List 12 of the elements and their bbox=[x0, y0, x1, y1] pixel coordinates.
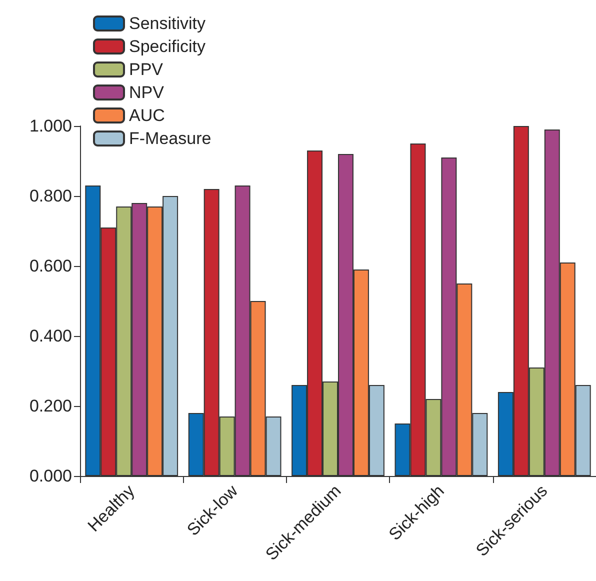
y-tick-label: 0.600 bbox=[29, 256, 72, 276]
y-tick-label: 0.800 bbox=[29, 186, 72, 206]
legend-label: AUC bbox=[129, 106, 165, 125]
y-tick-label: 1.000 bbox=[29, 116, 72, 136]
legend-label: F-Measure bbox=[129, 129, 212, 148]
legend-label: Sensitivity bbox=[129, 14, 206, 33]
y-tick-label: 0.000 bbox=[29, 466, 72, 486]
legend-label: Specificity bbox=[129, 37, 206, 56]
y-tick-label: 0.400 bbox=[29, 326, 72, 346]
legend-label: PPV bbox=[129, 60, 164, 79]
y-tick-label: 0.200 bbox=[29, 396, 72, 416]
legend-label: NPV bbox=[129, 83, 165, 102]
